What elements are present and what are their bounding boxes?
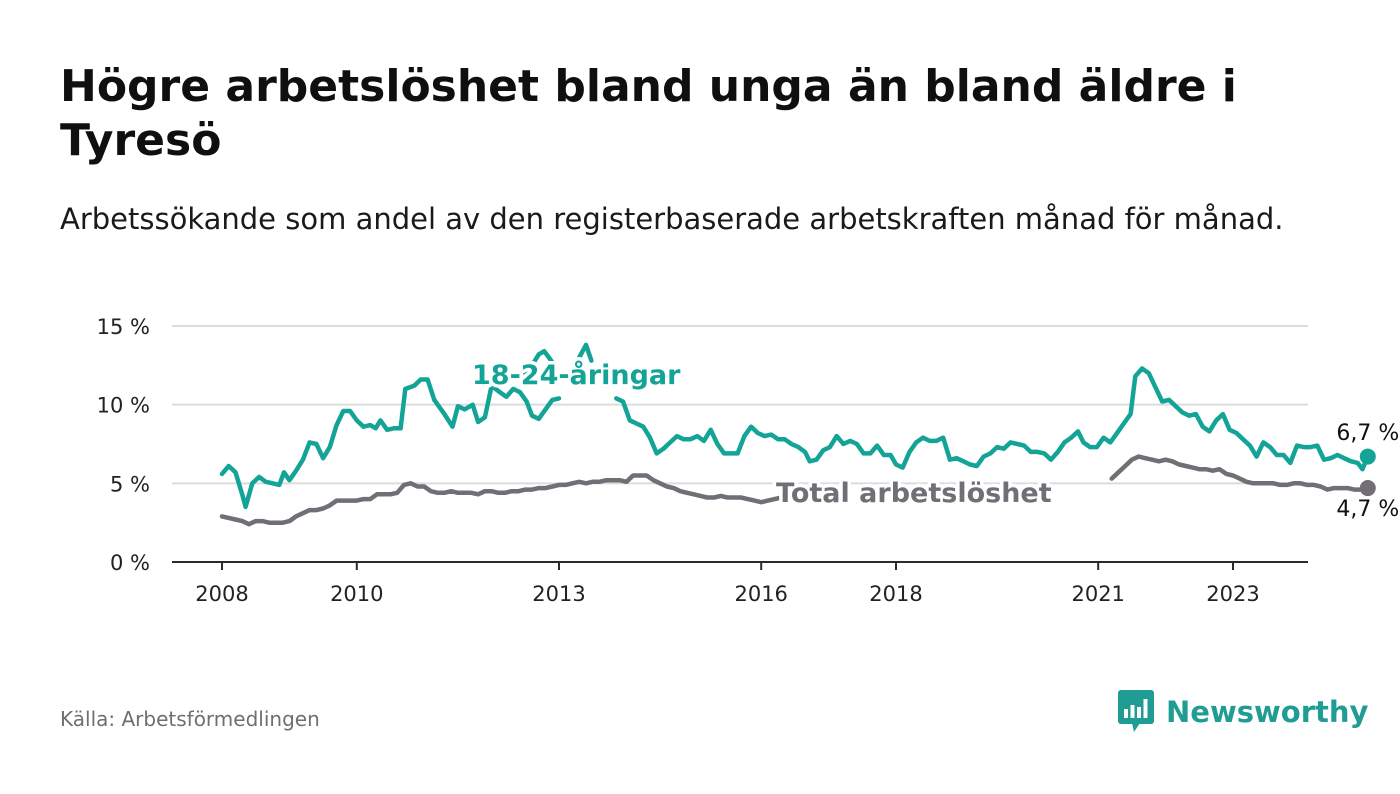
x-tick-label: 2008	[195, 582, 248, 606]
x-tick-label: 2023	[1206, 582, 1259, 606]
newsworthy-logo-icon	[1118, 690, 1154, 732]
x-tick-label: 2016	[734, 582, 787, 606]
y-tick-label: 0 %	[110, 551, 150, 575]
chart-subtitle: Arbetssökande som andel av den registerb…	[60, 202, 1284, 236]
total-series-line	[1109, 454, 1371, 492]
youth-series-line	[576, 342, 594, 363]
x-tick-label: 2021	[1071, 582, 1124, 606]
chart-title: Högre arbetslöshet bland unga än bland ä…	[60, 61, 1237, 166]
youth-series-line	[614, 366, 1371, 472]
brand-name: Newsworthy	[1166, 695, 1369, 729]
x-tick-label: 2018	[869, 582, 922, 606]
youth-series-line	[523, 348, 558, 376]
x-tick-label: 2010	[330, 582, 383, 606]
youth-end-marker	[1359, 448, 1376, 465]
total-series-label: Total arbetslöshet	[776, 478, 1052, 509]
y-tick-label: 10 %	[97, 394, 150, 418]
newsworthy-logo: Newsworthy	[1118, 690, 1368, 734]
total-end-label: 4,7 %	[1336, 497, 1399, 522]
y-tick-label: 5 %	[110, 472, 150, 496]
source-note: Källa: Arbetsförmedlingen	[60, 707, 320, 731]
youth-series-line	[219, 377, 562, 510]
x-tick-label: 2013	[532, 582, 585, 606]
total-end-marker	[1359, 480, 1376, 497]
y-tick-label: 15 %	[97, 315, 150, 339]
total-series-line	[219, 473, 845, 527]
youth-end-label: 6,7 %	[1336, 421, 1399, 446]
youth-series-label: 18-24-åringar	[472, 359, 681, 391]
